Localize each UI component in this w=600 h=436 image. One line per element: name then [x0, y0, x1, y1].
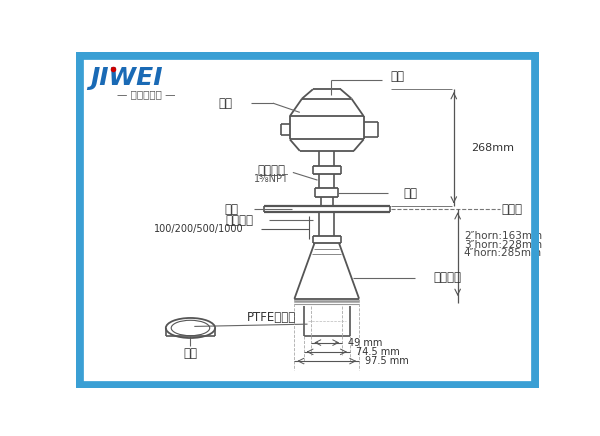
Text: 3″horn:228mm: 3″horn:228mm [464, 240, 542, 250]
Text: 外壳: 外壳 [391, 71, 404, 83]
Text: 基准点: 基准点 [502, 203, 523, 216]
Text: 4″horn:285mm: 4″horn:285mm [464, 248, 542, 258]
Text: 铭牌: 铭牌 [219, 97, 233, 109]
Text: 2″horn:163mm: 2″horn:163mm [464, 231, 542, 241]
Text: 49 mm: 49 mm [349, 337, 383, 347]
Text: JIWEI: JIWEI [91, 66, 163, 90]
Text: 1⅜NPT: 1⅜NPT [254, 174, 289, 184]
Text: 可延长段: 可延长段 [226, 214, 254, 227]
Text: 唷叶天线: 唷叶天线 [433, 272, 461, 284]
Text: 吹扫入口: 吹扫入口 [257, 164, 286, 177]
Text: 铭牌: 铭牌 [404, 187, 418, 200]
Text: 97.5 mm: 97.5 mm [365, 356, 409, 366]
Text: 法兰: 法兰 [224, 203, 238, 216]
Text: 74.5 mm: 74.5 mm [356, 347, 400, 357]
Text: 100/200/500/1000: 100/200/500/1000 [154, 225, 244, 235]
Text: 卡符: 卡符 [184, 347, 197, 360]
Text: PTFE防尘罩: PTFE防尘罩 [247, 311, 296, 324]
Text: 268mm: 268mm [471, 143, 514, 153]
Text: — 计为自动化 —: — 计为自动化 — [116, 89, 175, 99]
